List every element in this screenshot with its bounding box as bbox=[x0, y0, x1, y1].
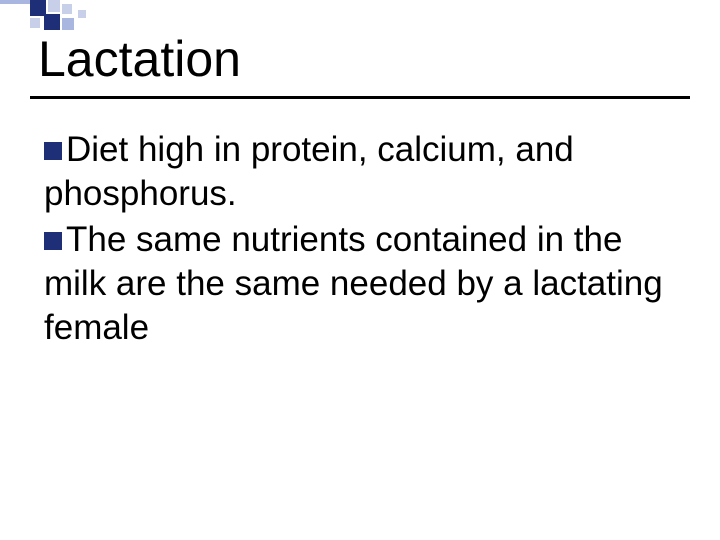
deco-square bbox=[44, 14, 60, 30]
deco-square bbox=[48, 0, 60, 12]
deco-square bbox=[62, 18, 74, 30]
bullet-item: Diet high in protein, calcium, and phosp… bbox=[44, 128, 680, 216]
bullet-text: Diet high in protein, calcium, and phosp… bbox=[44, 130, 574, 213]
bullet-square-icon bbox=[44, 232, 62, 250]
bullet-square-icon bbox=[44, 142, 62, 160]
deco-square bbox=[78, 10, 86, 18]
deco-square bbox=[62, 4, 72, 14]
slide-title: Lactation bbox=[38, 30, 241, 88]
deco-square bbox=[0, 0, 30, 4]
deco-square bbox=[30, 18, 40, 28]
bullet-item: The same nutrients contained in the milk… bbox=[44, 218, 680, 350]
bullet-text: The same nutrients contained in the milk… bbox=[44, 220, 663, 347]
slide-content: Diet high in protein, calcium, and phosp… bbox=[44, 128, 680, 352]
title-underline bbox=[30, 96, 690, 99]
